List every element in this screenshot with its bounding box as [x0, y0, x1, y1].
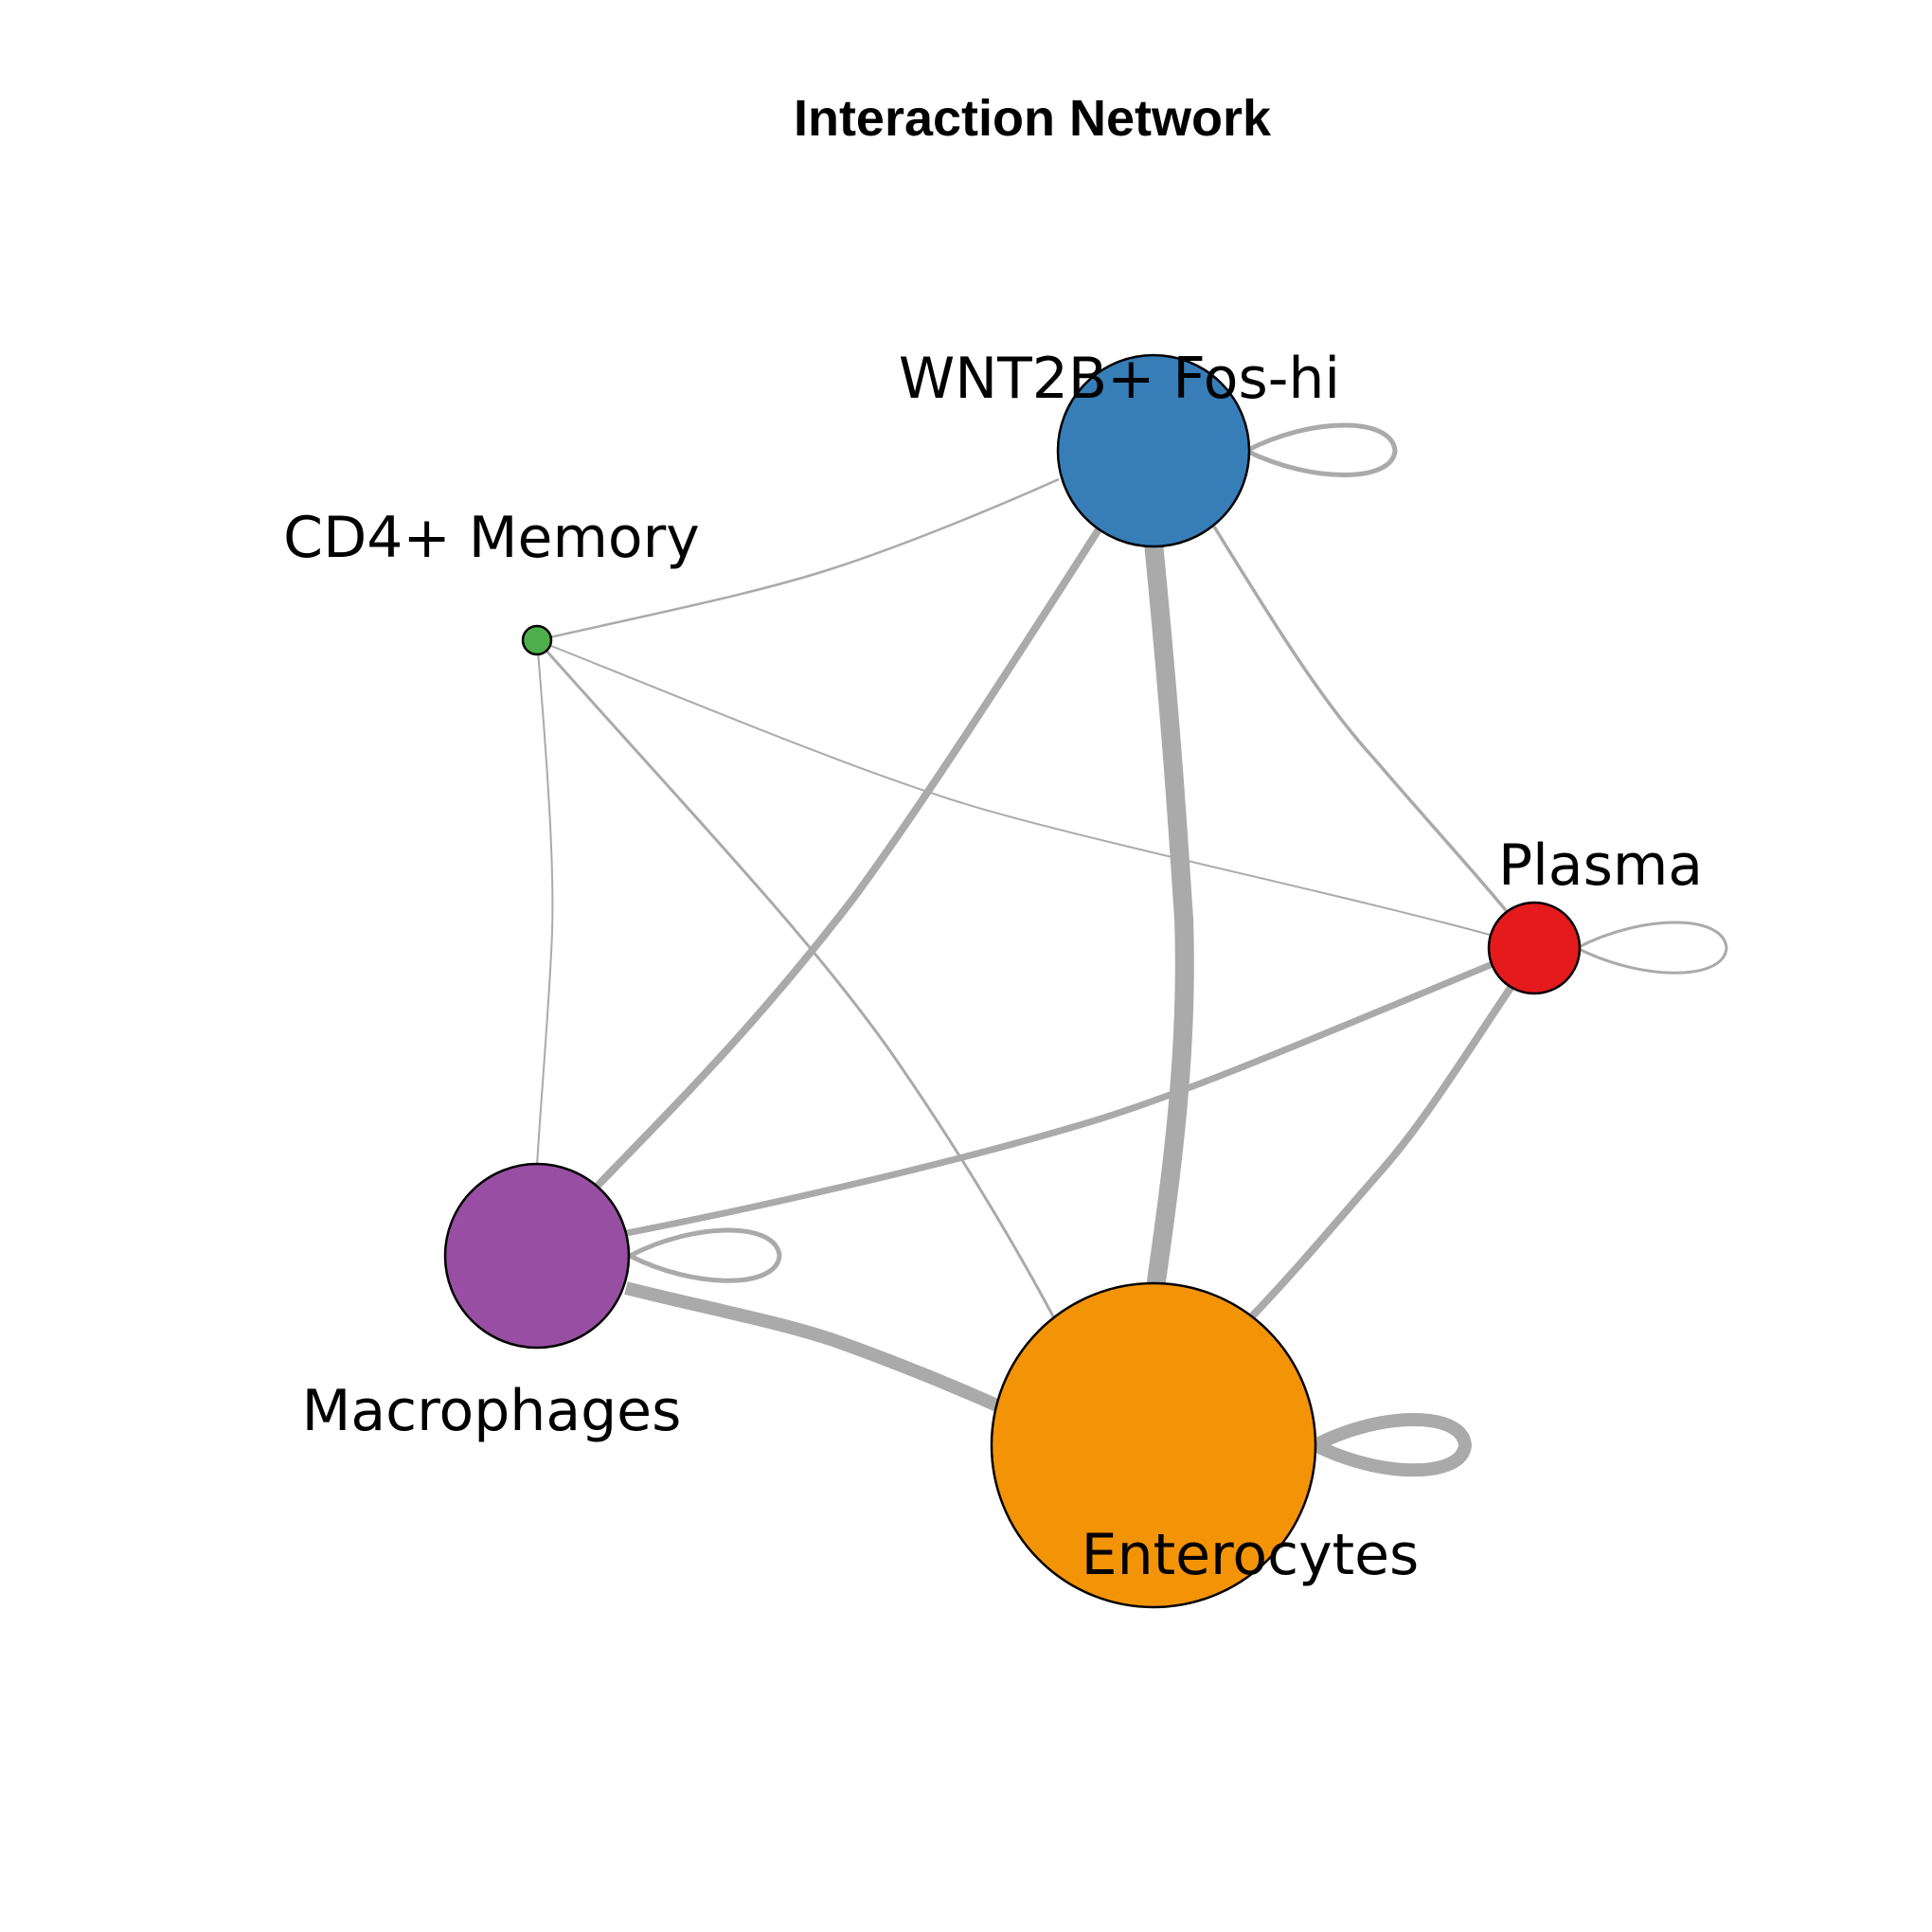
edge-cd4-wnt2b	[536, 477, 1060, 642]
edge-wnt2b-plasma	[1212, 526, 1511, 916]
edge-plasma-entero	[1247, 982, 1516, 1321]
label-macro: Macrophages	[302, 1378, 682, 1444]
label-cd4: CD4+ Memory	[283, 505, 700, 571]
node-macro	[443, 1162, 631, 1350]
chart-title: Interaction Network	[794, 90, 1272, 147]
edge-cd4-plasma	[536, 639, 1491, 936]
node-cd4	[521, 624, 553, 656]
edge-loop-wnt2b	[1244, 422, 1398, 477]
edge-loop-macro	[628, 1227, 782, 1283]
edge-loop-plasma	[1576, 921, 1728, 975]
node-entero	[990, 1281, 1317, 1609]
edge-wnt2b-macro	[592, 524, 1104, 1191]
node-wnt2b	[1056, 353, 1251, 548]
edge-loop-entero	[1312, 1413, 1473, 1477]
edge-plasma-macro	[626, 957, 1501, 1237]
edges-layer	[535, 422, 1728, 1477]
label-plasma: Plasma	[1498, 832, 1703, 899]
edge-macro-entero	[624, 1281, 1002, 1413]
label-entero: Enterocytes	[1082, 1522, 1420, 1588]
label-wnt2b: WNT2B+ Fos-hi	[899, 346, 1340, 412]
edge-cd4-entero	[535, 639, 1055, 1317]
node-plasma	[1487, 901, 1582, 995]
nodes-layer	[443, 353, 1582, 1609]
edge-wnt2b-entero	[1144, 542, 1194, 1290]
labels-layer: WNT2B+ Fos-hi CD4+ Memory Plasma Macroph…	[283, 346, 1703, 1588]
edge-cd4-macro	[536, 639, 554, 1166]
